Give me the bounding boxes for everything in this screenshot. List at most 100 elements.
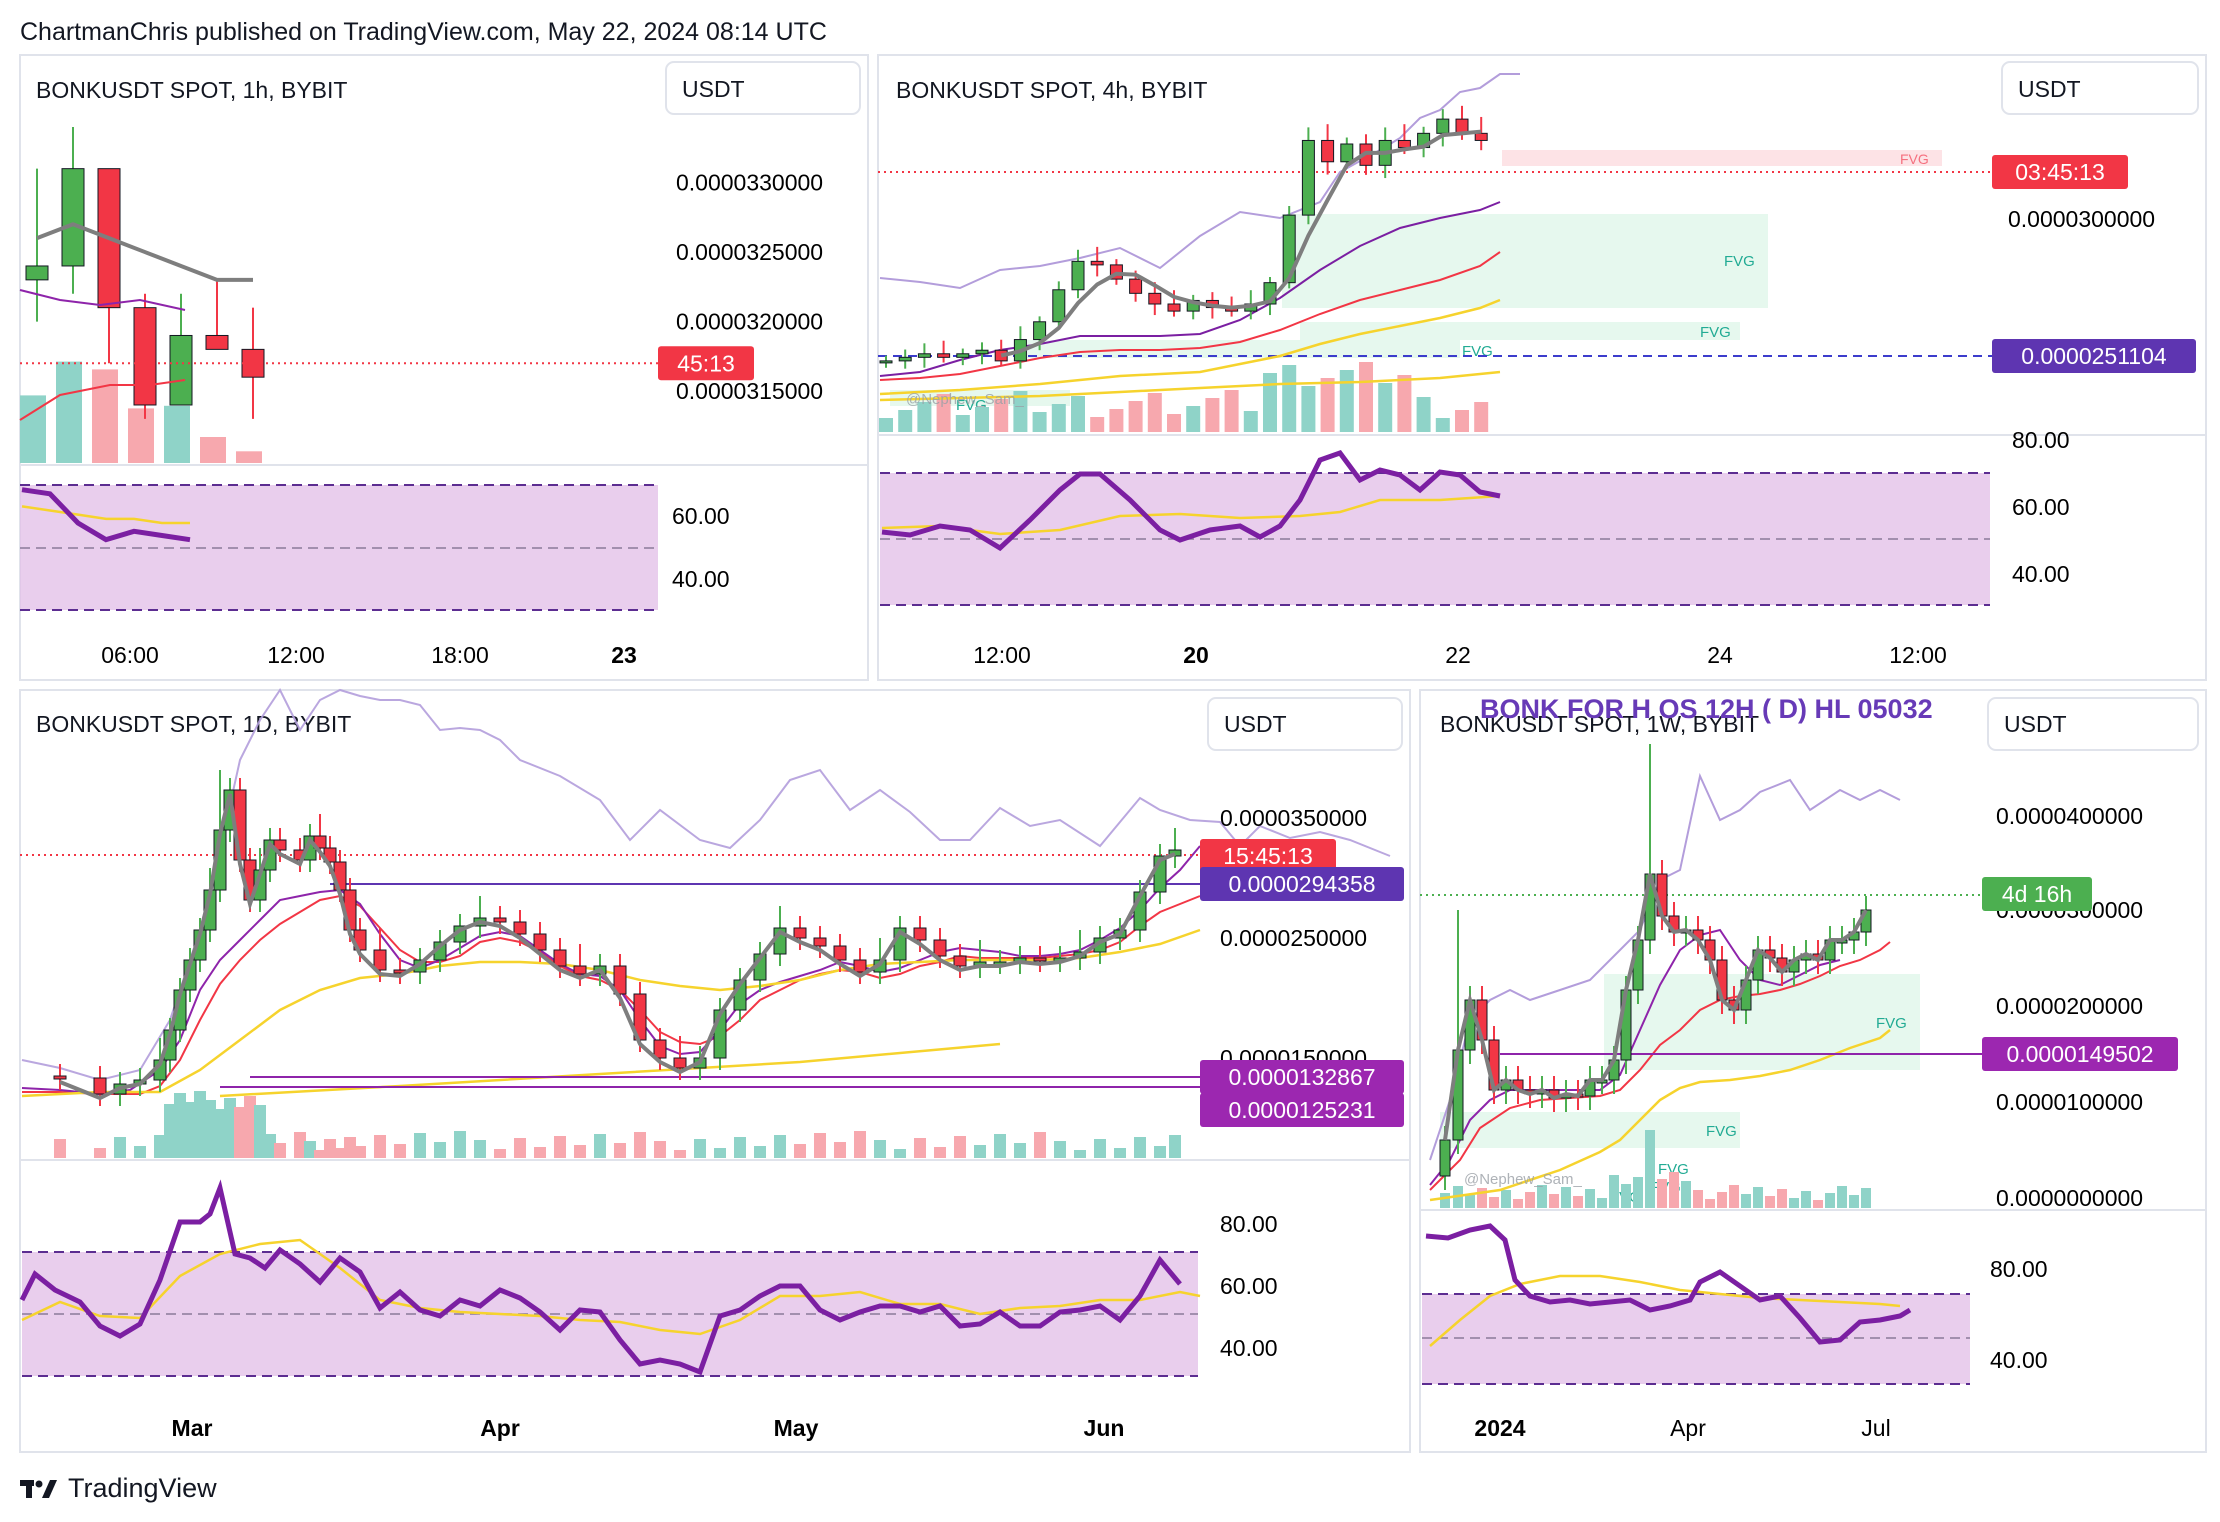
panel-1h-currency-button[interactable] bbox=[665, 61, 861, 115]
volume-bar bbox=[254, 1105, 266, 1158]
candle-body bbox=[917, 353, 931, 358]
panel-4h-rsi-ma bbox=[881, 494, 1501, 536]
candle-body bbox=[1167, 303, 1181, 312]
panel-4h-frame bbox=[877, 54, 2207, 681]
panel-1w-upper-band bbox=[1429, 772, 1901, 1161]
volume-bar bbox=[1465, 1195, 1475, 1208]
volume-bar bbox=[936, 394, 951, 432]
panel-4h-time-tick-1: 12:00 bbox=[973, 642, 1031, 668]
panel-1d-price-tick-2: 0.0000250000 bbox=[1220, 925, 1367, 951]
candle-body bbox=[1301, 139, 1315, 216]
panel-4h-currency-button[interactable] bbox=[2001, 61, 2199, 115]
volume-bar bbox=[1282, 365, 1297, 432]
volume-bar bbox=[1645, 1130, 1655, 1208]
volume-bar bbox=[1167, 414, 1181, 432]
volume-bar bbox=[1477, 1188, 1487, 1208]
panel-1h-rsi-line bbox=[21, 487, 191, 543]
volume-bar bbox=[374, 1135, 386, 1158]
volume-bar bbox=[1837, 1186, 1847, 1208]
candle-body bbox=[1090, 260, 1104, 266]
volume-bar bbox=[1765, 1196, 1775, 1208]
candle-body bbox=[1071, 260, 1085, 291]
panel-1w-currency-label: USDT bbox=[2004, 711, 2067, 737]
panel-1w-rsi-line bbox=[1425, 1223, 1912, 1345]
volume-bar bbox=[474, 1140, 486, 1158]
volume-bar bbox=[114, 1137, 126, 1158]
candle-body bbox=[1436, 118, 1450, 134]
panel-1d-level-text-2: 0.0000132867 bbox=[1228, 1064, 1375, 1090]
panel-1d-countdown-text: 15:45:13 bbox=[1223, 843, 1313, 869]
candle-body bbox=[653, 1039, 667, 1059]
volume-bar bbox=[1051, 404, 1066, 432]
volume-bar bbox=[914, 1138, 926, 1158]
volume-bar bbox=[1849, 1195, 1859, 1208]
panel-1h-moving-average bbox=[36, 222, 253, 282]
panel-1h: BONKUSDT SPOT, 1h, BYBIT USDT 0.00003300… bbox=[19, 54, 869, 681]
candle-body bbox=[169, 334, 193, 406]
panel-4h-level-badge bbox=[1992, 339, 2196, 373]
price-tick: 0.0000330000 bbox=[676, 170, 823, 196]
volume-bar bbox=[1071, 396, 1085, 432]
price-tick: 0.0000325000 bbox=[676, 239, 823, 265]
candle-body bbox=[25, 265, 49, 281]
volume-bar bbox=[1397, 375, 1412, 432]
volume-bar bbox=[994, 399, 1009, 432]
panel-1d-frame bbox=[19, 689, 1411, 1453]
volume-bar bbox=[434, 1142, 446, 1158]
volume-bar bbox=[92, 369, 118, 463]
candle-body bbox=[913, 927, 927, 941]
panel-1w-currency-button[interactable] bbox=[1987, 697, 2199, 751]
volume-bar bbox=[1609, 1175, 1619, 1208]
volume-bar bbox=[324, 1139, 336, 1158]
candle-body bbox=[273, 839, 287, 851]
candle-body bbox=[1033, 957, 1047, 962]
volume-bar bbox=[394, 1144, 406, 1158]
volume-bar bbox=[1561, 1187, 1571, 1208]
volume-bar bbox=[174, 1093, 186, 1158]
panel-1d-time-tick-jun: Jun bbox=[1084, 1415, 1125, 1441]
volume-bar bbox=[1669, 1172, 1679, 1208]
price-tick: 0.0000320000 bbox=[676, 309, 823, 335]
volume-bar bbox=[1501, 1190, 1511, 1208]
panel-4h-time-tick-4: 24 bbox=[1707, 642, 1733, 668]
volume-bar bbox=[1789, 1198, 1799, 1208]
volume-bar bbox=[814, 1133, 826, 1158]
time-tick: 12:00 bbox=[267, 642, 325, 668]
volume-bar bbox=[334, 1148, 346, 1158]
volume-bar bbox=[854, 1131, 866, 1158]
candle-body bbox=[61, 168, 85, 267]
time-tick: 18:00 bbox=[431, 642, 489, 668]
panel-1h-frame bbox=[19, 54, 869, 681]
volume-bar bbox=[954, 1136, 966, 1158]
panel-1d-rsi-tick-40: 40.00 bbox=[1220, 1335, 1278, 1361]
panel-1h-currency-label: USDT bbox=[682, 76, 745, 102]
volume-bar bbox=[594, 1134, 606, 1158]
volume-bar bbox=[574, 1145, 586, 1158]
panel-1d-currency-button[interactable] bbox=[1207, 697, 1403, 751]
tradingview-logo[interactable]: TradingView bbox=[20, 1473, 217, 1504]
panel-4h: BONKUSDT SPOT, 4h, BYBIT USDT FVG FVG FV… bbox=[877, 54, 2207, 681]
volume-bar bbox=[214, 1109, 226, 1158]
volume-bar bbox=[1513, 1199, 1523, 1208]
volume-bar bbox=[1573, 1196, 1583, 1208]
panel-1d-level-badge-2 bbox=[1200, 1060, 1404, 1094]
candle-body bbox=[1052, 289, 1066, 323]
volume-bar bbox=[1440, 1193, 1450, 1208]
panel-4h-currency-label: USDT bbox=[2018, 76, 2081, 102]
panel-1h-rsi-tick-60: 60.00 bbox=[672, 503, 730, 529]
volume-bar bbox=[834, 1142, 846, 1158]
panel-4h-fvg-green-2-label: FVG bbox=[1700, 324, 1731, 341]
panel-4h-time-tick-3: 22 bbox=[1445, 642, 1471, 668]
panel-4h-watermark: @Nephew_Sam_ bbox=[906, 391, 1024, 408]
panel-1h-rsi-band bbox=[20, 485, 658, 610]
volume-bar bbox=[514, 1138, 526, 1158]
volume-bar bbox=[1801, 1191, 1811, 1208]
time-tick: 06:00 bbox=[101, 642, 159, 668]
volume-bar bbox=[1094, 1139, 1106, 1158]
panel-4h-fvg-green-1-label: FVG bbox=[1724, 253, 1755, 270]
panel-1w-price-tick-4: 0.0000100000 bbox=[1996, 1089, 2143, 1115]
volume-bar bbox=[1455, 410, 1469, 432]
volume-bar bbox=[754, 1146, 766, 1158]
volume-bar bbox=[1186, 406, 1201, 432]
panel-1d-rsi-tick-80: 80.00 bbox=[1220, 1211, 1278, 1237]
